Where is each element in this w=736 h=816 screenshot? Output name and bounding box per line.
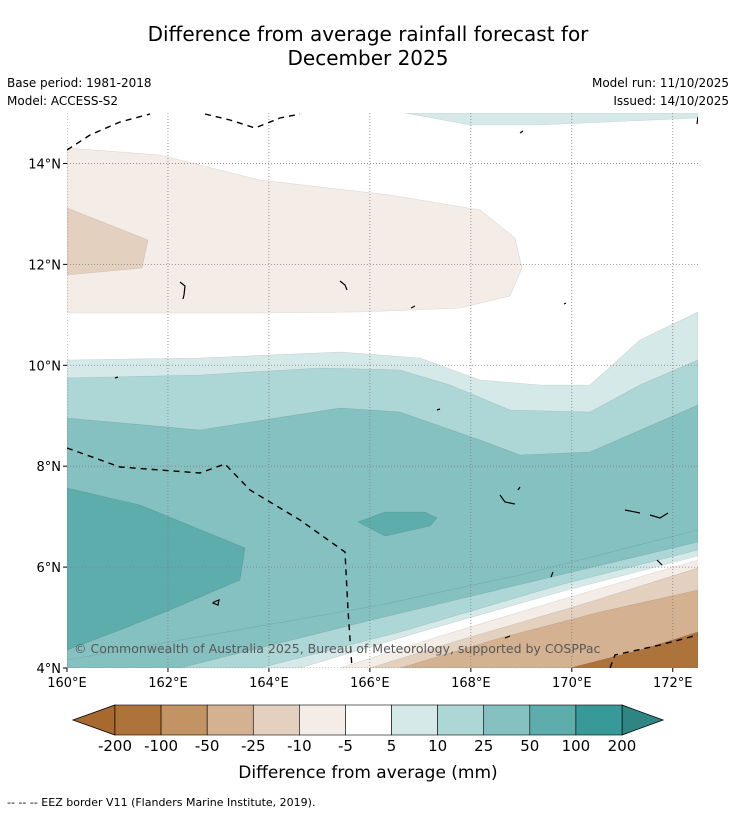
colorbar-swatch <box>345 704 392 736</box>
issued-date: Issued: 14/10/2025 <box>613 94 729 108</box>
colorbar-swatch <box>206 704 254 736</box>
title-line-1: Difference from average rainfall forecas… <box>147 22 589 46</box>
colorbar-swatch <box>575 704 623 736</box>
model-run: Model run: 11/10/2025 <box>591 76 729 90</box>
x-axis-ticks: 160°E 162°E 164°E 166°E 168°E 170°E 172°E <box>47 668 693 691</box>
contour-band-minus10 <box>67 147 523 314</box>
colorbar-tick-label: 25 <box>474 737 493 755</box>
eez-border-southeast <box>609 634 698 668</box>
colorbar-tick-label: 10 <box>428 737 447 755</box>
colorbar-tick-label: -100 <box>144 737 178 755</box>
contour-band-minus100-south <box>569 631 698 668</box>
colorbar-tick-label: 50 <box>520 737 539 755</box>
y-tick-label: 10°N <box>28 359 61 374</box>
x-tick-label: 168°E <box>451 676 491 691</box>
map-field: © Commonwealth of Australia 2025, Bureau… <box>67 113 698 668</box>
contour-band-minus50-south <box>399 589 698 668</box>
title-line-2: December 2025 <box>287 46 449 70</box>
colorbar-tick-label: -10 <box>287 737 312 755</box>
colorbar-swatch <box>252 704 300 736</box>
base-period: Base period: 1981-2018 <box>7 76 152 90</box>
model-name: Model: ACCESS-S2 <box>7 94 119 108</box>
x-tick-label: 166°E <box>350 676 390 691</box>
eez-border-central <box>67 447 353 668</box>
colorbar-swatch <box>529 704 577 736</box>
eez-border-north <box>67 113 301 151</box>
colorbar-swatch <box>483 704 531 736</box>
colorbar: -200 -100 -50 -25 -10 -5 5 10 25 50 100 200 <box>71 704 665 755</box>
eez-borders <box>67 113 698 668</box>
map-gridlines <box>67 113 698 668</box>
colorbar-label: Difference from average (mm) <box>238 763 497 783</box>
y-tick-label: 8°N <box>37 460 62 475</box>
island-outlines <box>114 116 698 639</box>
y-tick-label: 4°N <box>37 662 62 677</box>
y-tick-label: 14°N <box>28 157 61 172</box>
x-tick-label: 172°E <box>653 676 693 691</box>
colorbar-tick-label: 100 <box>562 737 591 755</box>
colorbar-swatch <box>437 704 485 736</box>
colorbar-tick-label: 5 <box>387 737 397 755</box>
colorbar-extend-high <box>621 704 665 736</box>
eez-legend-note: -- -- -- EEZ border V11 (Flanders Marine… <box>7 796 316 809</box>
meta-left: Base period: 1981-2018 Model: ACCESS-S2 <box>7 74 152 110</box>
contour-band-minus25 <box>67 207 149 276</box>
colorbar-swatch <box>299 704 346 736</box>
y-axis-ticks: 4°N 6°N 8°N 10°N 12°N 14°N <box>28 157 67 677</box>
colorbar-tick-label: -5 <box>338 737 353 755</box>
x-tick-label: 162°E <box>148 676 188 691</box>
colorbar-swatch <box>114 704 162 736</box>
chart-title: Difference from average rainfall forecas… <box>0 22 736 70</box>
x-tick-label: 170°E <box>552 676 592 691</box>
x-tick-label: 164°E <box>249 676 289 691</box>
meta-right: Model run: 11/10/2025 Issued: 14/10/2025 <box>592 74 729 110</box>
y-tick-label: 12°N <box>28 258 61 273</box>
colorbar-tick-label: -200 <box>98 737 132 755</box>
colorbar-swatch <box>391 704 438 736</box>
colorbar-swatch <box>160 704 208 736</box>
colorbar-tick-label: -25 <box>241 737 266 755</box>
colorbar-extend-low <box>71 704 116 736</box>
colorbar-tick-label: 200 <box>608 737 637 755</box>
colorbar-tick-label: -50 <box>195 737 220 755</box>
x-tick-label: 160°E <box>47 676 87 691</box>
y-tick-label: 6°N <box>37 561 62 576</box>
copyright-notice: © Commonwealth of Australia 2025, Bureau… <box>74 641 600 656</box>
contour-band-plus50 <box>67 487 438 651</box>
